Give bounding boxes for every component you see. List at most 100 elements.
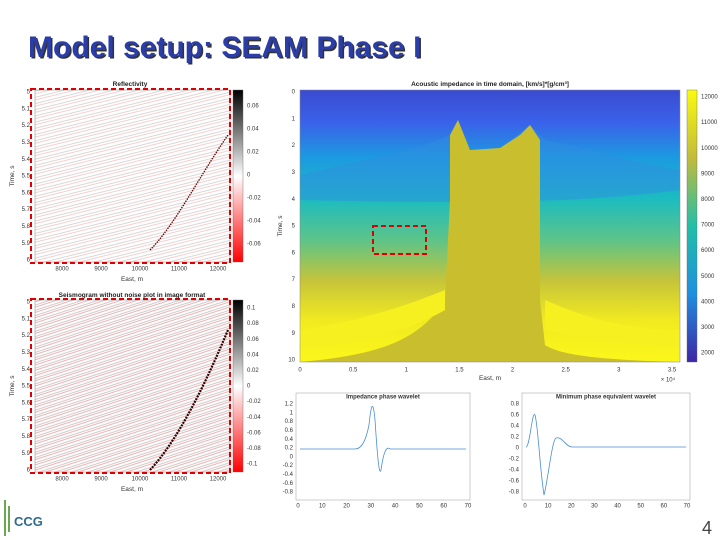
seismic-event — [149, 329, 230, 471]
tick-label: 9000 — [94, 477, 108, 483]
plot-frame — [521, 392, 691, 501]
tick-label: 5.1 — [22, 316, 31, 322]
tick-label: -0.6 — [509, 479, 520, 485]
panel-title: Reflectivity — [113, 81, 148, 88]
tick-label: -0.06 — [247, 430, 261, 436]
layer — [545, 300, 680, 345]
tick-label: 70 — [465, 504, 472, 510]
wavelet-curve — [300, 406, 466, 472]
tick-label: 0 — [523, 504, 527, 510]
panel-title: Impedance phase wavelet — [346, 395, 420, 401]
tick-label: 5 — [27, 90, 31, 96]
tick-label: 0 — [292, 90, 296, 96]
tick-label: 50 — [416, 504, 423, 510]
tick-label: 0.6 — [285, 428, 294, 434]
wavelet-curve — [525, 414, 686, 496]
highlight-box — [30, 298, 231, 474]
tick-label: 0.04 — [247, 127, 259, 133]
tick-label: 5000 — [701, 274, 715, 280]
tick-label: 0.04 — [247, 352, 259, 358]
tick-label: 5.2 — [22, 333, 31, 339]
tick-label: 4000 — [701, 299, 715, 305]
tick-label: 0.06 — [247, 104, 259, 110]
x-axis-label: East, m — [479, 375, 501, 382]
reflector-trace — [149, 134, 229, 251]
reflectivity-image — [34, 89, 231, 263]
tick-label: 0.8 — [511, 402, 520, 408]
tick-label: -0.8 — [283, 490, 294, 496]
tick-label: 8 — [292, 304, 296, 310]
tick-label: 6 — [27, 258, 31, 264]
tick-label: 0.02 — [247, 368, 259, 374]
tick-label: 5.7 — [22, 417, 31, 423]
tick-label: -0.02 — [247, 399, 261, 405]
tick-label: 4 — [292, 197, 296, 203]
layer — [300, 290, 445, 348]
tick-label: 0 — [296, 504, 300, 510]
tick-label: 5.5 — [22, 174, 31, 180]
tick-label: -0.4 — [509, 468, 520, 474]
tick-label: -0.04 — [247, 219, 261, 225]
title-shadow: Model setup: SEAM Phase I — [30, 33, 423, 66]
highlight-box — [30, 88, 231, 264]
tick-label: 11000 — [171, 477, 188, 483]
tick-label: 10000 — [132, 267, 149, 273]
x-scale-label: × 10⁴ — [661, 377, 676, 384]
tick-label: 0 — [290, 454, 294, 460]
x-axis-label: East, m — [121, 486, 143, 493]
panel-title: Minimum phase equivalent wavelet — [556, 395, 656, 401]
tick-label: 5.3 — [22, 140, 31, 146]
tick-label: 40 — [614, 504, 621, 510]
tick-label: 1.5 — [455, 368, 464, 374]
tick-label: 10000 — [132, 477, 149, 483]
tick-label: -0.2 — [509, 457, 520, 463]
tick-label: 11000 — [701, 120, 718, 126]
logo-bar — [4, 500, 6, 536]
tick-label: 5.5 — [22, 384, 31, 390]
tick-label: 10 — [545, 504, 552, 510]
tick-label: -0.4 — [283, 472, 294, 478]
tick-label: 3 — [292, 170, 296, 176]
tick-label: 0.4 — [285, 437, 294, 443]
salt-body — [300, 120, 680, 362]
tick-label: 3000 — [701, 325, 715, 331]
tick-label: 50 — [637, 504, 644, 510]
tick-label: 5.3 — [22, 350, 31, 356]
tick-label: 5 — [27, 300, 31, 306]
tick-label: 1 — [292, 116, 296, 122]
panel-title: Acoustic impedance in time domain, [km/s… — [411, 81, 569, 88]
tick-label: -0.08 — [247, 446, 261, 452]
tick-label: 5.8 — [22, 434, 31, 440]
tick-label: -0.2 — [283, 463, 294, 469]
slide-title: Model setup: SEAM Phase I — [28, 31, 421, 64]
tick-label: 0.06 — [247, 337, 259, 343]
tick-label: 60 — [661, 504, 668, 510]
tick-label: -0.02 — [247, 196, 261, 202]
tick-label: 70 — [684, 504, 691, 510]
tick-label: 6 — [27, 468, 31, 474]
tick-label: 20 — [568, 504, 575, 510]
tick-label: -0.04 — [247, 415, 261, 421]
seismogram-image — [34, 299, 231, 473]
tick-label: 40 — [392, 504, 399, 510]
tick-label: 1.2 — [285, 402, 294, 408]
tick-label: 10000 — [701, 146, 718, 152]
tick-label: -0.1 — [247, 462, 258, 468]
tick-label: 2.5 — [562, 368, 571, 374]
y-axis-label: Time, s — [9, 375, 16, 397]
tick-label: 2 — [292, 143, 296, 149]
tick-label: 6000 — [701, 248, 715, 254]
tick-label: 0 — [247, 173, 251, 179]
tick-label: 5.6 — [22, 190, 31, 196]
tick-label: 5.9 — [22, 241, 31, 247]
tick-label: 5.2 — [22, 123, 31, 129]
tick-label: -0.8 — [509, 490, 520, 496]
tick-label: 60 — [440, 504, 447, 510]
tick-label: 0 — [298, 368, 302, 374]
tick-label: 0.6 — [511, 413, 520, 419]
highlight-box — [372, 225, 427, 255]
colorbar — [232, 299, 244, 473]
tick-label: 12000 — [210, 477, 227, 483]
tick-label: 0.5 — [349, 368, 358, 374]
tick-label: -0.6 — [283, 481, 294, 487]
